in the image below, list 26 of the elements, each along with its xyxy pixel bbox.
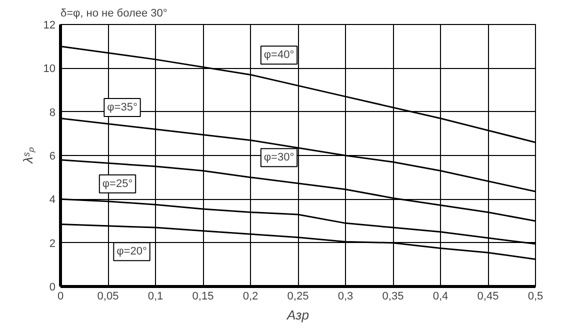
- y-tick-label: 2: [49, 238, 56, 250]
- y-tick-label: 12: [43, 20, 56, 32]
- x-tick-label: 0,5: [528, 290, 544, 302]
- x-tick-label: 0,25: [287, 290, 309, 302]
- x-tick-label: 0,1: [148, 290, 164, 302]
- y-tick-label: 4: [49, 194, 56, 206]
- annotation: φ=35°: [107, 101, 138, 114]
- x-tick-label: 0,45: [477, 290, 499, 302]
- annotation: φ=30°: [264, 152, 294, 164]
- x-tick-label: 0,2: [242, 290, 258, 302]
- annotation: φ=25°: [102, 178, 133, 190]
- chart-title: δ=φ, но не более 30°: [60, 8, 168, 20]
- x-tick-label: 0: [57, 290, 64, 302]
- x-tick-label: 0,4: [432, 290, 448, 302]
- annotation: φ=40°: [264, 49, 294, 62]
- x-tick-label: 0,05: [97, 290, 119, 302]
- x-axis-title: Aзр: [286, 308, 309, 322]
- y-axis-title: λˢₚ: [20, 146, 36, 164]
- y-tick-label: 0: [49, 282, 56, 294]
- annotation: φ=20°: [116, 246, 147, 258]
- x-tick-label: 0,15: [192, 290, 214, 302]
- y-tick-label: 10: [43, 63, 56, 76]
- y-tick-label: 8: [49, 106, 56, 119]
- x-tick-label: 0,3: [338, 290, 354, 302]
- y-tick-label: 6: [49, 150, 56, 162]
- x-tick-label: 0,35: [382, 290, 404, 302]
